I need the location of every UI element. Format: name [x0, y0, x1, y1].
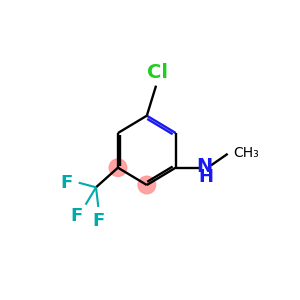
- Text: N: N: [196, 157, 213, 176]
- Text: CH₃: CH₃: [233, 146, 259, 160]
- Circle shape: [138, 176, 156, 194]
- Text: Cl: Cl: [147, 62, 168, 82]
- Text: H: H: [198, 168, 213, 186]
- Text: F: F: [61, 174, 73, 192]
- Circle shape: [109, 159, 127, 176]
- Text: F: F: [92, 212, 104, 230]
- Text: F: F: [70, 207, 82, 225]
